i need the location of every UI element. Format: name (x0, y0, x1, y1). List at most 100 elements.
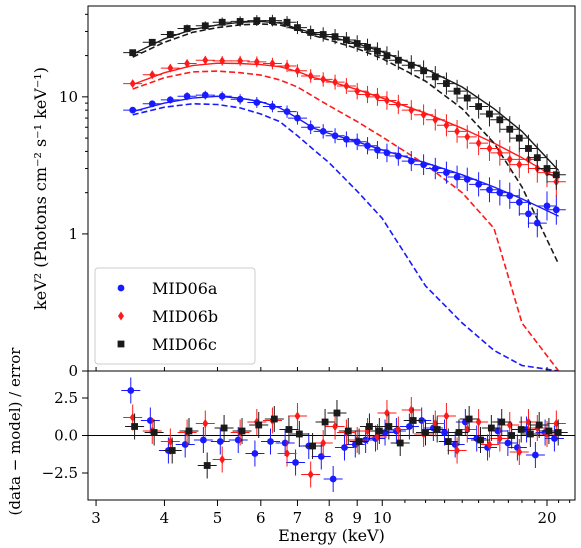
mid06b-data-point (496, 148, 503, 158)
mid06a-legend-label: MID06a (152, 279, 218, 298)
mid06c-data-point (506, 125, 514, 133)
mid06c-data-point (183, 25, 191, 32)
mid06b-data-point (464, 132, 471, 142)
mid06b-data-point (343, 81, 350, 91)
x-tick-label: 3 (91, 509, 101, 527)
mid06c-residual-point (535, 421, 543, 429)
mid06b-residual-point (516, 447, 523, 457)
mid06a-data-point (319, 127, 327, 135)
mid06a-data-point (543, 202, 551, 210)
mid06a-data-point (374, 146, 381, 154)
mid06b-data-point (475, 138, 482, 148)
mid06c-residual-point (285, 426, 293, 433)
mid06c-residual-point (526, 430, 534, 438)
mid06c-data-point (283, 18, 291, 26)
mid06b-residual-point (202, 419, 209, 428)
mid06c-data-point (307, 29, 315, 36)
mid06c-data-point (294, 24, 301, 32)
mid06b-residual-point (475, 417, 482, 427)
x-tick-label: 5 (213, 509, 223, 527)
mid06a-data-point (496, 189, 504, 197)
mid06c-data-point (148, 38, 156, 46)
mid06c-residual-point (321, 418, 329, 426)
legend: MID06a MID06b MID06c (94, 267, 256, 365)
mid06c-residual-point (344, 427, 352, 435)
mid06c-data-point (253, 17, 261, 24)
mid06b-residual-point (219, 455, 226, 464)
mid06a-residual-point (216, 438, 224, 445)
mid06c-data-point (486, 110, 493, 118)
mid06c-data-point (525, 145, 532, 152)
mid06b-data-point (374, 92, 381, 102)
mid06b-data-point (454, 126, 461, 136)
mid06c-residual-point (477, 436, 484, 444)
mid06a-residual-point (127, 387, 135, 394)
mid06c-residual-point (366, 423, 373, 430)
mid06a-data-point (420, 161, 427, 169)
mid06a-data-point (201, 91, 209, 99)
energy-x-ticks: 3 4 5 6 7 8 9 10 20 (91, 367, 571, 527)
mid06b-residual-point (486, 440, 493, 449)
mid06b-data-point (443, 120, 450, 130)
mid06a-residual-point (341, 444, 348, 451)
mid06a-residual-point (504, 439, 512, 447)
mid06a-data-point (148, 100, 156, 108)
mid06a-residual-point (292, 459, 299, 466)
x-tick-label: 6 (256, 509, 266, 527)
mid06c-residual-point (295, 430, 303, 438)
mid06b-data-point (408, 105, 415, 115)
mid06a-data-point (463, 175, 471, 183)
mid06c-data-point (201, 22, 209, 30)
mid06c-data-point (443, 80, 450, 87)
mid06a-residual-point (267, 438, 274, 445)
mid06a-data-point (431, 165, 439, 172)
mid06c-data-point (463, 94, 471, 102)
mid06a-data-point (218, 92, 226, 100)
y-tick-label: 10 (59, 88, 78, 106)
mid06a-data-point (552, 206, 560, 214)
mid06c-residual-point (168, 447, 176, 454)
mid06b-data-point (149, 70, 156, 80)
x-tick-label: 7 (293, 509, 303, 527)
spectrum-y-ticks: 0 1 10 (59, 13, 88, 380)
mid06c-data-point (543, 165, 551, 172)
residual-panel: 2.5 0.0 −2.5 3 4 5 6 7 8 9 10 20 (data − model) / … (6, 347, 576, 545)
mid06b-data-point (354, 86, 361, 96)
spectrum-panel: 0 1 10 keV² (Photons cm⁻² s⁻¹ keV⁻¹) MID06… (31, 5, 576, 380)
mid06c-data-point (353, 40, 361, 47)
spectrum-data-points (123, 14, 566, 238)
mid06b-residual-point (294, 411, 301, 421)
mid06c-data-point (319, 31, 327, 38)
mid06b-data-point (395, 99, 402, 109)
mid06c-residual-point (554, 429, 562, 436)
mid06a-data-point (269, 103, 276, 110)
mid06c-data-point (342, 36, 350, 44)
mid06b-data-point (320, 74, 327, 84)
mid06c-data-point (166, 31, 174, 38)
mid06c-residual-point (409, 417, 417, 424)
mid06b-data-point (432, 115, 439, 125)
mid06c-data-point (383, 52, 391, 59)
mid06a-data-point (253, 99, 261, 106)
mid06b-residual-point (454, 446, 461, 455)
mid06c-data-point (374, 47, 381, 55)
mid06c-data-point (431, 73, 439, 81)
mid06c-residual-point (517, 426, 525, 433)
mid06a-residual-point (199, 436, 207, 444)
mid06b-data-point (294, 66, 301, 76)
energy-x-axis-label: Energy (keV) (278, 526, 385, 545)
residual-y-tick-label: −2.5 (42, 464, 78, 482)
mid06a-data-point (525, 210, 532, 218)
mid06c-data-point (533, 154, 541, 162)
mid06c-data-point (515, 134, 523, 142)
y-tick-label: 0 (68, 362, 78, 380)
mid06c-data-point (236, 18, 244, 25)
mid06a-residual-point (251, 450, 259, 457)
mid06a-residual-point (551, 435, 558, 442)
mid06b-data-point (129, 79, 136, 89)
mid06a-data-point (443, 169, 450, 177)
x-tick-label: 20 (537, 509, 556, 527)
mid06a-data-point (383, 149, 391, 157)
mid06b-data-point (237, 56, 244, 66)
mid06b-data-point (269, 59, 276, 69)
